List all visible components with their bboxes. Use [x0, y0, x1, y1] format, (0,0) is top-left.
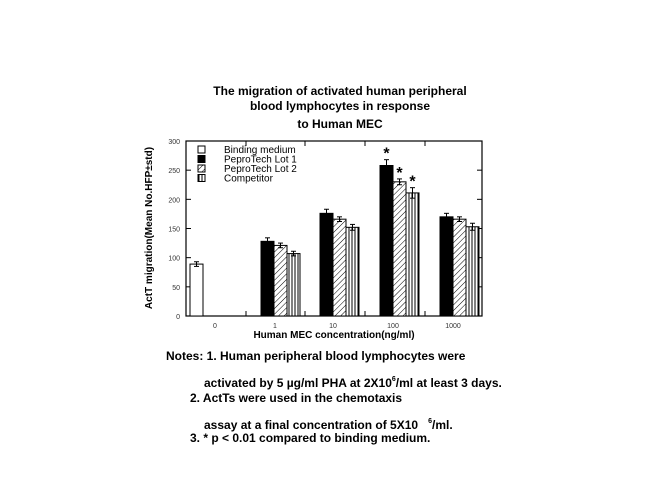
legend-swatch — [197, 155, 206, 163]
bar — [379, 165, 394, 317]
bar — [392, 181, 407, 317]
bar — [452, 218, 467, 317]
y-tick-label: 100 — [168, 256, 180, 263]
y-tick-label: 50 — [172, 285, 180, 292]
bar — [286, 253, 301, 317]
x-tick-label: 1 — [273, 323, 277, 330]
legend-label: Binding medium — [224, 145, 296, 156]
bar — [260, 240, 275, 317]
bar — [319, 212, 334, 317]
bar — [439, 216, 454, 317]
note-1: Notes: 1. Human peripheral blood lymphoc… — [166, 349, 466, 363]
chart-title: The migration of activated human periphe… — [190, 84, 490, 132]
y-tick-label: 300 — [168, 139, 180, 146]
legend-swatch — [197, 174, 206, 182]
bar — [345, 226, 360, 317]
x-tick-label: 1000 — [445, 323, 461, 330]
x-axis-label: Human MEC concentration(ng/ml) — [253, 330, 414, 341]
notes: Notes: 1. Human peripheral blood lymphoc… — [166, 348, 502, 447]
note-2: 2. ActTs were used in the chemotaxis — [190, 391, 403, 405]
legend-swatch — [197, 164, 206, 173]
note-3: 3. * p < 0.01 compared to binding medium… — [190, 431, 431, 445]
legend-label: PeproTech Lot 2 — [224, 164, 297, 175]
bar — [332, 218, 347, 317]
bar — [189, 263, 204, 317]
significance-marker: * — [396, 165, 403, 182]
bar — [465, 226, 480, 317]
y-tick-label: 0 — [176, 314, 180, 321]
legend-label: PeproTech Lot 1 — [224, 155, 297, 166]
y-tick-label: 200 — [168, 197, 180, 204]
note-1-cont: activated by 5 µg/ml PHA at 2X106/ml at … — [204, 376, 502, 390]
y-tick-label: 150 — [168, 227, 180, 234]
legend-label: Competitor — [224, 174, 274, 185]
x-tick-label: 100 — [387, 323, 399, 330]
x-tick-label: 10 — [329, 323, 337, 330]
title-line-2: blood lymphocytes in response — [249, 99, 431, 113]
significance-marker: * — [383, 146, 390, 163]
y-axis-label: ActT migration(Mean No.HFP±std) — [144, 147, 155, 309]
bar — [273, 244, 288, 317]
note-2-cont: assay at a final concentration of 5X10 6/… — [204, 418, 453, 432]
title-line-3: to Human MEC — [297, 117, 383, 131]
bar — [405, 192, 420, 317]
y-tick-label: 250 — [168, 168, 180, 175]
title-line-1: The migration of activated human periphe… — [213, 84, 467, 98]
significance-marker: * — [409, 174, 416, 191]
x-tick-label: 0 — [213, 323, 217, 330]
legend-swatch — [197, 145, 206, 154]
